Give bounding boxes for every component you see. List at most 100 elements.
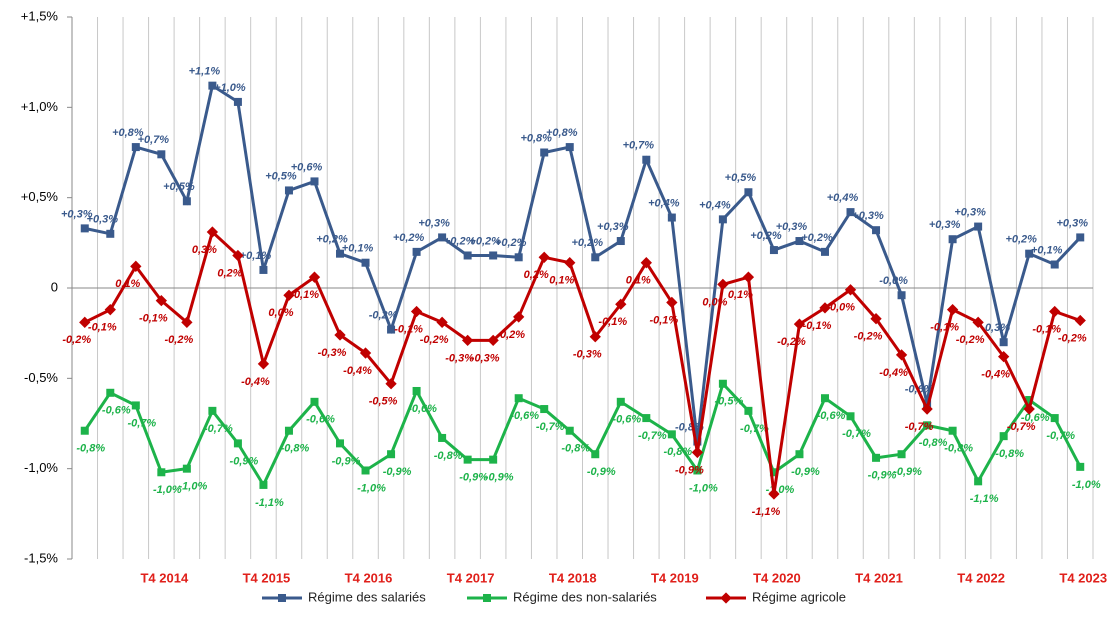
data-label: +0,8%	[546, 127, 578, 139]
data-label: +0,4%	[827, 192, 859, 204]
marker	[80, 426, 89, 435]
marker	[182, 197, 191, 206]
marker	[463, 455, 472, 464]
data-label: -0,2%	[369, 309, 398, 321]
marker	[921, 403, 933, 415]
x-tick-label: T4 2023	[1059, 570, 1107, 585]
marker	[208, 81, 217, 90]
data-label: 0,1%	[626, 275, 651, 287]
data-label: +1,0%	[214, 82, 246, 94]
data-label: -0,5%	[369, 396, 398, 408]
data-label: +0,2%	[393, 232, 425, 244]
y-tick-label: -1,0%	[24, 460, 58, 475]
marker	[436, 316, 448, 328]
marker	[718, 379, 727, 388]
data-label: -0,2%	[164, 334, 193, 346]
data-label: +0,3%	[597, 221, 629, 233]
data-label: -1,0%	[153, 484, 182, 496]
marker	[412, 247, 421, 256]
marker	[514, 253, 523, 262]
x-tick-label: T4 2022	[957, 570, 1005, 585]
marker	[998, 350, 1010, 363]
marker	[1076, 233, 1085, 242]
marker	[564, 257, 576, 269]
data-label: -0,8%	[995, 448, 1024, 460]
data-label: -0,8%	[919, 437, 948, 449]
data-label: -0,6%	[612, 414, 641, 426]
data-label: 0,2%	[524, 269, 549, 281]
marker	[1074, 314, 1086, 327]
data-label: 0,0%	[830, 302, 855, 314]
data-label: -0,6%	[306, 414, 335, 426]
marker	[1076, 462, 1085, 471]
data-label: +0,2%	[469, 235, 501, 247]
marker	[385, 378, 397, 390]
data-label: +0,1%	[240, 250, 272, 262]
marker	[742, 271, 755, 283]
marker	[999, 338, 1008, 347]
marker	[540, 405, 549, 414]
data-label: -1,0%	[689, 482, 718, 494]
data-label: +0,5%	[265, 170, 297, 182]
data-label: -0,9%	[332, 455, 361, 467]
data-label: -0,2%	[777, 336, 806, 348]
marker	[257, 358, 270, 370]
data-label: -0,6%	[408, 403, 437, 415]
x-tick-label: T4 2021	[855, 570, 903, 585]
data-label: +0,3%	[418, 217, 450, 229]
marker	[80, 224, 89, 233]
data-label: -0,8%	[675, 421, 704, 433]
data-label: -0,3%	[445, 352, 474, 364]
marker	[844, 284, 857, 296]
legend-marker	[278, 594, 286, 602]
data-label: 0,1%	[549, 275, 574, 287]
marker	[589, 331, 601, 343]
data-label: -0,1%	[394, 323, 423, 335]
data-label: -0,9%	[675, 464, 704, 476]
x-tick-label: T4 2020	[753, 570, 801, 585]
marker	[820, 247, 829, 256]
marker	[872, 226, 881, 235]
marker	[640, 257, 652, 269]
data-label: +0,8%	[520, 132, 552, 144]
data-label: +0,3%	[87, 214, 119, 226]
data-label: +0,2%	[801, 232, 833, 244]
marker	[895, 349, 908, 361]
marker	[565, 143, 574, 152]
marker	[157, 150, 166, 159]
x-tick-label: T4 2018	[549, 570, 597, 585]
marker	[361, 466, 370, 475]
data-label: -0,1%	[1032, 323, 1061, 335]
data-label: -0,6%	[817, 410, 846, 422]
data-label: -0,7%	[905, 421, 934, 433]
data-label: -0,2%	[854, 331, 883, 343]
data-label: -0,8%	[76, 443, 105, 455]
data-label: +0,3%	[776, 221, 808, 233]
marker	[948, 235, 957, 244]
data-label: +1,1%	[189, 66, 221, 78]
data-label: -0,7%	[740, 423, 769, 435]
y-tick-label: +0,5%	[21, 189, 59, 204]
marker	[1025, 396, 1034, 405]
data-label: -0,8%	[561, 443, 590, 455]
data-label: +0,3%	[954, 206, 986, 218]
series-line	[84, 229, 1081, 495]
data-label: 0,0%	[268, 307, 293, 319]
marker	[182, 464, 191, 473]
marker	[361, 258, 370, 267]
data-label: +0,2%	[1005, 234, 1037, 246]
marker	[923, 421, 932, 430]
marker	[846, 412, 855, 421]
marker	[310, 397, 319, 406]
data-label: 0,1%	[294, 289, 319, 301]
series-line	[83, 380, 1082, 489]
marker	[438, 233, 447, 242]
data-label: +0,5%	[725, 172, 757, 184]
marker	[461, 334, 474, 347]
data-label: 0,1%	[728, 289, 753, 301]
data-label: -0,2%	[420, 334, 449, 346]
data-label: +0,3%	[929, 219, 961, 231]
marker	[693, 437, 702, 446]
marker	[642, 155, 651, 164]
